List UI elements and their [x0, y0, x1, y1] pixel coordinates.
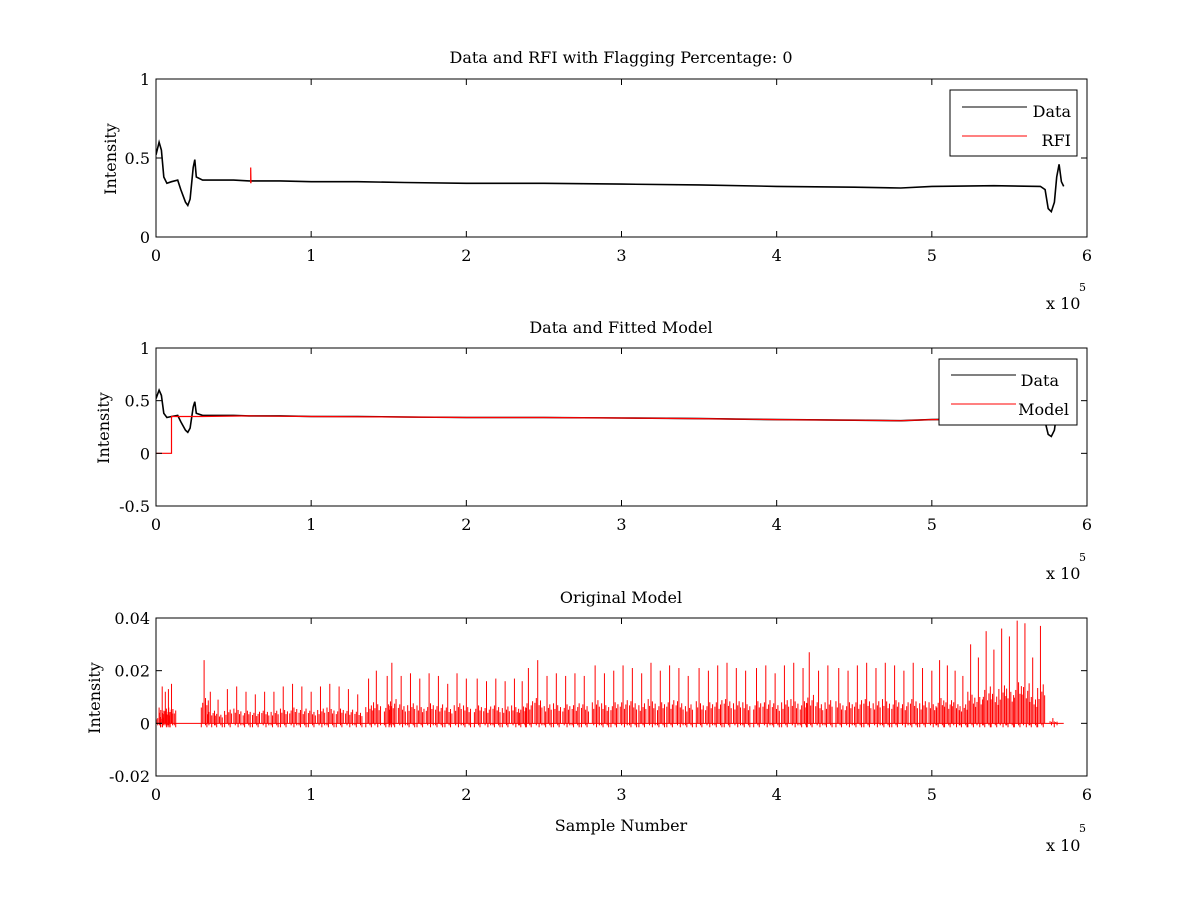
x-multiplier-label: x 10 [1046, 836, 1080, 855]
panel-title: Data and Fitted Model [529, 318, 712, 337]
plot-area: 0 1 2 3 4 5 6-0.500.51 [119, 339, 1092, 534]
legend-box [949, 89, 1078, 157]
legend: Data RFI [949, 89, 1078, 157]
x-tick-label: 0 [151, 515, 161, 534]
x-tick-label: 2 [461, 246, 471, 265]
y-axis-label: Intensity [94, 392, 113, 464]
plot-area: 0 1 2 3 4 5 6 0 0.5 1 [125, 70, 1093, 265]
x-tick-label: 6 [1082, 246, 1092, 265]
x-tick-label: 5 [927, 515, 937, 534]
x-tick-label: 4 [772, 785, 782, 804]
legend-label-model: Model [1018, 400, 1069, 419]
panel-title: Data and RFI with Flagging Percentage: 0 [449, 48, 792, 67]
y-tick-label: 0.02 [114, 662, 150, 681]
x-tick-label: 2 [461, 515, 471, 534]
legend-label-data: Data [1021, 371, 1060, 390]
y-tick-label: 0.04 [114, 609, 150, 628]
x-multiplier-label: x 10 [1046, 564, 1080, 583]
x-tick-label: 1 [306, 785, 316, 804]
x-multiplier-exponent: 5 [1079, 822, 1086, 835]
x-tick-label: 3 [616, 515, 626, 534]
x-multiplier-exponent: 5 [1079, 281, 1086, 294]
x-tick-label: 2 [461, 785, 471, 804]
y-axis-label: Intensity [85, 662, 104, 734]
x-tick-label: 5 [927, 246, 937, 265]
series-group [156, 139, 1065, 214]
x-tick-label: 3 [616, 246, 626, 265]
x-tick-label: 5 [927, 785, 937, 804]
x-tick-label: 0 [151, 246, 161, 265]
legend-box [938, 358, 1078, 426]
x-tick-label: 6 [1082, 785, 1092, 804]
series-line-data [156, 139, 1065, 214]
y-tick-label: 0.5 [125, 392, 150, 411]
y-tick-label: 0 [140, 714, 150, 733]
x-tick-label: 6 [1082, 515, 1092, 534]
y-tick-label: 0 [140, 444, 150, 463]
y-tick-label: 0.5 [125, 149, 150, 168]
x-tick-label: 1 [306, 515, 316, 534]
x-tick-label: 3 [616, 785, 626, 804]
panel-title: Original Model [560, 588, 682, 607]
legend-label-data: Data [1033, 102, 1072, 121]
x-tick-label: 4 [772, 515, 782, 534]
series-group [156, 620, 1064, 728]
x-tick-label: 0 [151, 785, 161, 804]
y-tick-label: 1 [140, 70, 150, 89]
y-tick-label: 0 [140, 228, 150, 247]
x-multiplier-label: x 10 [1046, 294, 1080, 313]
legend: Data Model [938, 358, 1078, 426]
y-tick-label: -0.5 [119, 497, 150, 516]
panel-data-and-fitted-model: Data and Fitted Model Intensity 0 1 2 3 4 5 6 -… [94, 318, 1092, 583]
x-tick-label: 1 [306, 246, 316, 265]
y-tick-label: -0.02 [109, 767, 150, 786]
y-axis-label: Intensity [101, 123, 120, 195]
legend-label-rfi: RFI [1042, 131, 1071, 150]
y-tick-label: 1 [140, 339, 150, 358]
panel-data-and-rfi: Data and RFI with Flagging Percentage: 0… [101, 48, 1092, 313]
x-tick-label: 4 [772, 246, 782, 265]
panel-original-model: Original Model Intensity Sample Number 0… [85, 588, 1092, 855]
x-axis-label: Sample Number [555, 816, 688, 835]
x-multiplier-exponent: 5 [1079, 551, 1086, 564]
